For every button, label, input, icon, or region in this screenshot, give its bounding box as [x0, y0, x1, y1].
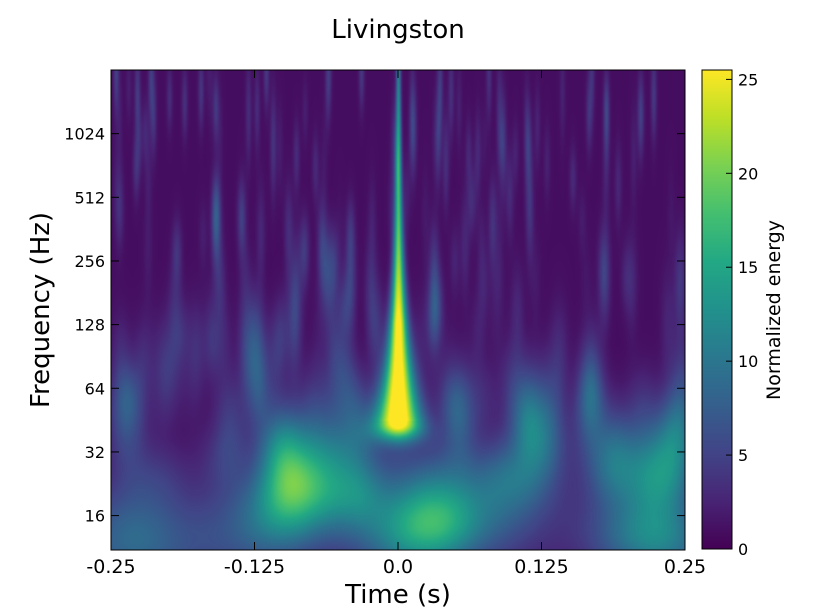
colorbar-tick-label: 10: [738, 352, 758, 371]
colorbar-label: Normalized energy: [763, 220, 785, 400]
y-tick-label: 16: [85, 507, 105, 526]
x-axis-label: Time (s): [344, 580, 451, 609]
y-tick-label: 512: [74, 188, 105, 207]
colorbar-tick-label: 25: [738, 70, 758, 89]
colorbar: [701, 69, 733, 550]
x-tick-label: 0.125: [514, 556, 568, 578]
y-axis-label: Frequency (Hz): [26, 212, 56, 408]
y-tick-label: 128: [74, 316, 105, 335]
x-tick-label: -0.25: [86, 556, 135, 578]
y-tick-label: 32: [85, 443, 105, 462]
colorbar-tick-label: 20: [738, 164, 758, 183]
y-tick-label: 256: [74, 252, 105, 271]
x-tick-label: 0.0: [383, 556, 413, 578]
x-tick-label: 0.25: [664, 556, 706, 578]
y-tick-label: 64: [85, 379, 105, 398]
x-tick-label: -0.125: [224, 556, 285, 578]
chart-title: Livingston: [331, 15, 464, 45]
colorbar-tick-label: 0: [738, 540, 748, 559]
y-axis: 16 32 64 128 256 512 1024: [64, 125, 685, 526]
colorbar-ticks: 0 5 10 15 20 25: [726, 70, 758, 559]
x-axis: -0.25 -0.125 0.0 0.125 0.25: [86, 70, 706, 578]
spectrogram-image: [111, 70, 685, 550]
y-tick-label: 1024: [64, 125, 105, 144]
colorbar-tick-label: 15: [738, 258, 758, 277]
colorbar-tick-label: 5: [738, 446, 748, 465]
heatmap-area: [111, 70, 685, 550]
